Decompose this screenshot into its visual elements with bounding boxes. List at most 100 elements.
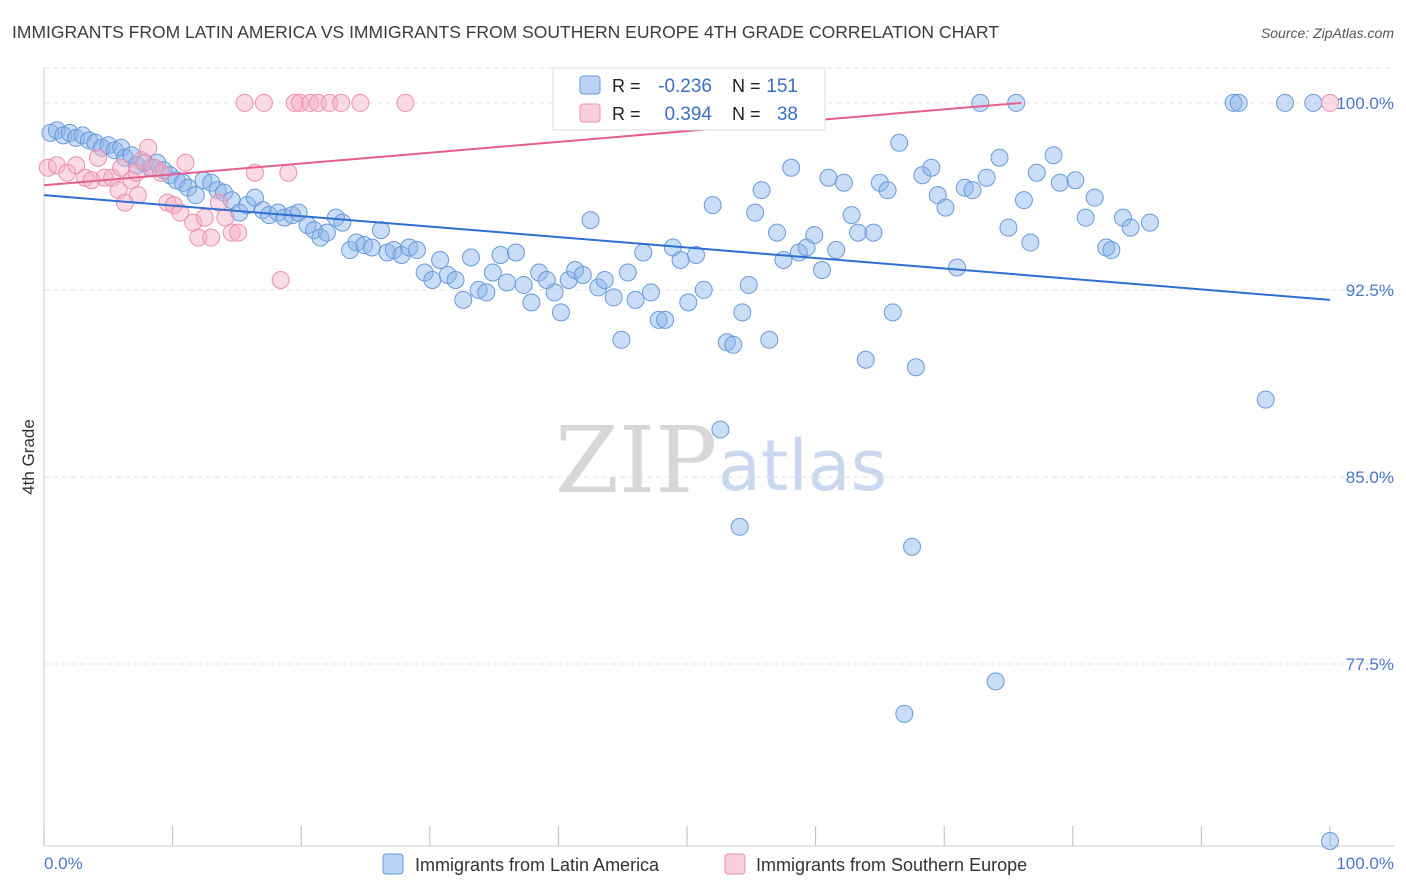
legend-label-southern-europe: Immigrants from Southern Europe	[756, 855, 1027, 875]
point-s0-71	[545, 283, 564, 302]
point-s0-93	[711, 420, 730, 439]
point-s1-26	[202, 228, 221, 247]
point-s1-21	[171, 203, 190, 222]
point-s0-79	[604, 288, 623, 307]
point-s0-141	[1076, 208, 1095, 227]
point-s0-107	[813, 260, 832, 279]
point-s1-13	[128, 186, 147, 205]
point-s0-88	[671, 251, 690, 270]
point-s0-73	[559, 270, 578, 289]
point-s1-44	[1321, 93, 1339, 112]
point-s0-43	[333, 213, 352, 232]
point-s0-116	[878, 181, 897, 200]
trend-lines	[43, 101, 1331, 301]
point-s0-86	[656, 310, 675, 329]
y-tick-label-0: 100.0%	[1336, 94, 1394, 113]
point-s0-137	[1027, 163, 1046, 182]
point-s1-32	[254, 93, 273, 112]
point-s0-47	[362, 238, 381, 257]
point-s0-96	[733, 303, 752, 322]
series-latin-america-points	[41, 93, 1339, 851]
point-s0-121	[906, 358, 925, 377]
point-s0-119	[895, 704, 914, 723]
point-s0-25	[202, 173, 221, 192]
point-s0-83	[634, 243, 653, 262]
point-s0-142	[1085, 188, 1104, 207]
point-s0-65	[497, 273, 516, 292]
point-s0-128	[963, 181, 982, 200]
y-tick-labels: 100.0% 92.5% 85.0% 77.5%	[1336, 94, 1394, 674]
y-axis-label: 4th Grade	[19, 419, 38, 495]
y-tick-label-1: 92.5%	[1346, 281, 1394, 300]
point-s0-99	[752, 181, 771, 200]
point-s1-42	[351, 93, 370, 112]
point-s0-77	[589, 278, 608, 297]
point-s0-27	[215, 183, 234, 202]
point-s1-1	[47, 156, 66, 175]
point-s1-30	[229, 223, 248, 242]
trend-line-s0	[43, 194, 1331, 301]
point-s0-146	[1121, 218, 1140, 237]
point-s0-149	[1229, 93, 1248, 112]
series-southern-europe-points	[38, 93, 1339, 289]
point-s0-60	[461, 248, 480, 267]
point-s0-117	[883, 303, 902, 322]
point-s0-136	[1021, 233, 1040, 252]
trend-line-s1	[43, 101, 1022, 187]
point-s0-113	[856, 350, 875, 369]
point-s0-59	[454, 290, 473, 309]
point-s0-118	[890, 133, 909, 152]
point-s1-27	[209, 193, 228, 212]
stats-n-value-0: 151	[766, 76, 798, 97]
point-s0-85	[649, 310, 668, 329]
point-s0-80	[612, 330, 631, 349]
point-s0-108	[819, 168, 838, 187]
point-s0-125	[936, 198, 955, 217]
point-s1-16	[139, 138, 158, 157]
chart-source: Source: ZipAtlas.com	[1261, 25, 1394, 41]
point-s0-112	[849, 223, 868, 242]
point-s1-34	[271, 270, 290, 289]
point-s0-17	[148, 153, 167, 172]
point-s0-56	[431, 251, 450, 270]
point-s0-154	[730, 517, 749, 536]
point-s0-147	[1140, 213, 1159, 232]
x-tick-label-max: 100.0%	[1336, 854, 1394, 873]
point-s0-144	[1102, 241, 1121, 260]
point-s0-67	[514, 275, 533, 294]
point-s0-82	[626, 290, 645, 309]
stats-n-label-0: N =	[732, 76, 761, 96]
point-s0-103	[782, 158, 801, 177]
y-tick-label-3: 77.5%	[1346, 655, 1394, 674]
legend: Immigrants from Latin America Immigrants…	[382, 853, 1027, 875]
point-s1-31	[235, 93, 254, 112]
point-s0-98	[746, 203, 765, 222]
point-s0-23	[186, 186, 205, 205]
point-s1-41	[332, 93, 351, 112]
point-s0-68	[522, 293, 541, 312]
point-s0-78	[595, 270, 614, 289]
point-s0-150	[1256, 390, 1275, 409]
stats-swatch-latin-america	[579, 75, 601, 95]
watermark: ZIP atlas	[555, 407, 887, 514]
stats-r-value-0: -0.236	[658, 76, 712, 97]
point-s0-101	[768, 223, 787, 242]
point-s0-110	[834, 173, 853, 192]
point-s0-115	[870, 173, 889, 192]
legend-swatch-latin-america	[382, 853, 404, 875]
point-s0-81	[618, 263, 637, 282]
point-s0-133	[999, 218, 1018, 237]
point-s0-131	[986, 672, 1005, 691]
point-s0-109	[827, 241, 846, 260]
point-s1-24	[189, 228, 208, 247]
point-s1-7	[95, 168, 114, 187]
point-s1-38	[301, 93, 320, 112]
x-tick-label-min: 0.0%	[44, 854, 83, 873]
point-s0-122	[913, 166, 932, 185]
point-s0-62	[477, 283, 496, 302]
point-s0-111	[842, 206, 861, 225]
point-s1-28	[216, 208, 235, 227]
point-s0-139	[1050, 173, 1069, 192]
point-s0-123	[922, 158, 941, 177]
